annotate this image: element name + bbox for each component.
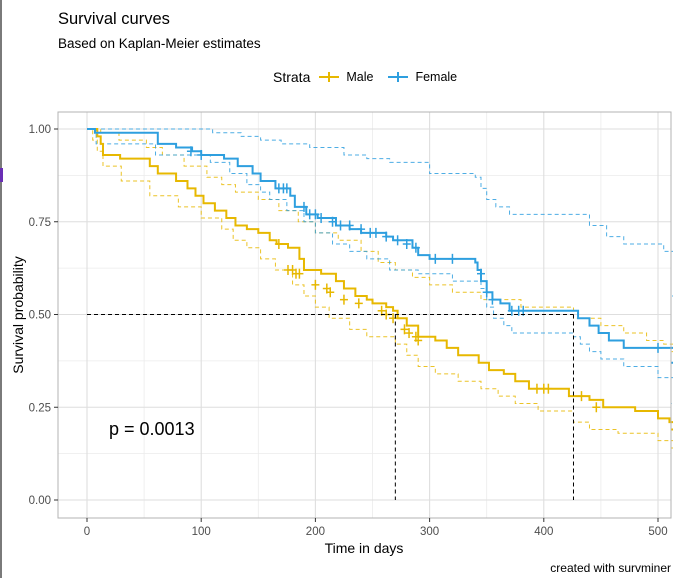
female-survival-curve xyxy=(87,128,673,364)
male-censor-mark xyxy=(405,328,414,339)
x-tick-label: 400 xyxy=(534,526,553,538)
female-censor-mark xyxy=(282,183,291,194)
male-ci-upper xyxy=(87,128,673,353)
female-censor-mark xyxy=(393,235,402,246)
female-censor-mark xyxy=(311,209,320,220)
male-ci-lower xyxy=(87,128,673,449)
female-censor-mark xyxy=(328,216,337,227)
female-censor-mark xyxy=(411,242,420,253)
female-censor-mark xyxy=(357,224,366,235)
female-censor-mark xyxy=(402,239,411,250)
y-axis-title: Survival probability xyxy=(10,256,26,374)
x-axis-title: Time in days xyxy=(325,540,404,556)
y-tick-label: 0.00 xyxy=(29,495,51,507)
legend: Strata Male Female xyxy=(273,69,471,85)
y-tick-label: 1.00 xyxy=(29,124,51,136)
window-left-accent xyxy=(0,168,3,182)
male-censor-mark xyxy=(295,268,304,279)
x-tick-label: 200 xyxy=(306,526,325,538)
female-censor-mark xyxy=(317,213,326,224)
female-censor-mark xyxy=(197,149,206,160)
legend-title: Strata xyxy=(273,69,311,85)
female-censor-mark xyxy=(186,146,195,157)
legend-label-male: Male xyxy=(346,70,374,84)
confidence-bands xyxy=(87,128,673,449)
female-censor-mark xyxy=(482,287,491,298)
chart-title: Survival curves xyxy=(58,10,170,28)
male-censor-mark xyxy=(592,402,601,413)
female-censor-mark xyxy=(382,231,391,242)
legend-label-female: Female xyxy=(415,70,458,84)
female-censor-mark xyxy=(336,220,345,231)
male-censor-mark xyxy=(414,335,423,346)
female-censor-mark xyxy=(488,294,497,305)
chart-subtitle: Based on Kaplan-Meier estimates xyxy=(58,36,261,51)
male-censor-mark xyxy=(311,279,320,290)
female-censor-mark xyxy=(345,220,354,231)
legend-key-female-icon xyxy=(388,72,409,82)
caption: created with survminer xyxy=(550,561,671,575)
x-tick-label: 500 xyxy=(648,526,667,538)
p-value-annotation: p = 0.0013 xyxy=(109,419,195,439)
axes: 0 100 200 300 400 500 0.00 0.25 0.50 0.75 1.00 xyxy=(29,111,672,538)
male-censor-mark xyxy=(532,383,541,394)
male-censor-mark xyxy=(354,298,363,309)
female-censor-mark xyxy=(507,305,516,316)
male-censor-mark xyxy=(400,324,409,335)
male-censor-mark xyxy=(577,391,586,402)
female-censor-mark xyxy=(371,227,380,238)
x-tick-label: 300 xyxy=(420,526,439,538)
x-tick-label: 0 xyxy=(84,526,90,538)
legend-key-male-icon xyxy=(319,72,340,82)
window-left-edge xyxy=(0,0,2,578)
median-lines xyxy=(87,314,574,500)
female-censor-mark xyxy=(431,253,440,264)
female-censor-mark xyxy=(299,201,308,212)
y-tick-label: 0.50 xyxy=(29,310,51,322)
male-censor-mark xyxy=(339,294,348,305)
male-censor-mark xyxy=(326,287,335,298)
female-censor-mark xyxy=(476,268,485,279)
y-tick-label: 0.75 xyxy=(29,217,51,229)
female-censor-mark xyxy=(654,342,662,353)
male-censor-mark xyxy=(544,383,553,394)
x-tick-label: 100 xyxy=(192,526,211,538)
female-ci-lower xyxy=(87,128,673,405)
y-tick-label: 0.25 xyxy=(29,402,51,414)
female-censor-mark xyxy=(448,253,457,264)
male-censor-mark xyxy=(274,239,283,250)
